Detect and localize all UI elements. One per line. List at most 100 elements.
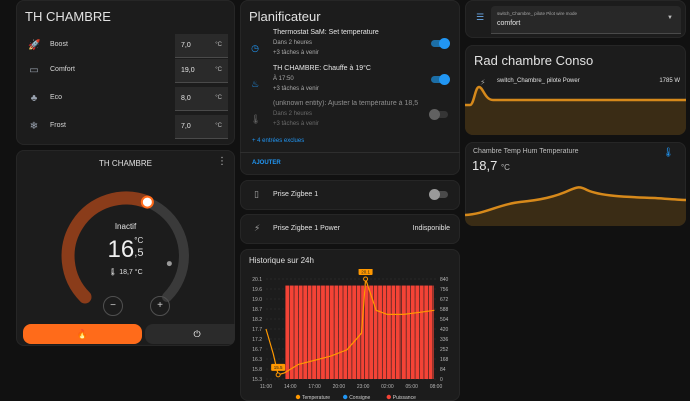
power-bar	[395, 285, 400, 379]
schedule-toggle[interactable]	[431, 38, 450, 49]
legend-label: Temperature	[302, 395, 330, 401]
annotation-marker	[363, 276, 369, 282]
card-title: Planificateur	[249, 9, 321, 24]
current-temp-marker	[166, 261, 172, 267]
plug-switch-card[interactable]: ▯ Prise Zigbee 1	[240, 180, 460, 210]
temperature-value: 18,7 °C	[472, 158, 510, 173]
y-left-tick-label: 19.6	[252, 287, 262, 293]
snowflake-icon: ❄	[29, 121, 39, 132]
legend-swatch	[295, 394, 301, 400]
y-left-tick-label: 16.7	[252, 347, 262, 353]
power-bar	[347, 285, 352, 379]
schedule-title: TH CHAMBRE: Chauffe à 19°C	[273, 65, 371, 72]
power-bar	[428, 285, 433, 379]
y-right-tick-label: 336	[440, 337, 449, 343]
x-tick-label: 23:00	[357, 384, 370, 390]
target-temperature: 16 °C ,5	[16, 236, 235, 263]
power-bar	[285, 285, 290, 379]
x-tick-label: 20:00	[333, 384, 346, 390]
temperature-sparkline	[465, 186, 686, 226]
schedule-item[interactable]: ♨ TH CHAMBRE: Chauffe à 19°C À 17:50 +3 …	[240, 65, 460, 95]
power-bar	[325, 285, 330, 379]
plug-toggle[interactable]	[429, 189, 448, 200]
preset-input[interactable]: 8,0 °C	[175, 87, 228, 111]
power-bar	[303, 285, 308, 379]
entity-state: Indisponible	[412, 225, 450, 232]
power-bar	[329, 285, 334, 379]
power-bar	[387, 285, 391, 379]
y-right-tick-label: 504	[440, 317, 449, 323]
y-left-tick-label: 18.7	[252, 307, 262, 313]
power-bar	[312, 285, 316, 379]
schedule-toggle[interactable]	[431, 74, 450, 85]
schedule-more: +3 tâches à venir	[273, 86, 319, 92]
power-bar	[369, 285, 374, 379]
x-tick-label: 17:00	[308, 384, 321, 390]
preset-input[interactable]: 19,0 °C	[175, 59, 228, 83]
y-right-tick-label: 588	[440, 307, 449, 313]
preset-row-boost: 🚀 Boost 7,0 °C	[16, 34, 235, 58]
mode-heat-button[interactable]: 🔥	[23, 324, 142, 344]
preset-label: Boost	[50, 41, 68, 48]
y-left-tick-label: 15.3	[252, 377, 262, 383]
y-left-tick-label: 19.0	[252, 297, 262, 303]
preset-label: Comfort	[50, 66, 75, 73]
power-bar	[343, 285, 348, 379]
y-right-tick-label: 840	[440, 277, 449, 283]
annotation-box	[358, 269, 373, 275]
decrease-button[interactable]: −	[103, 296, 123, 316]
planner-card: Planificateur ◷ Thermostat SaM: Set temp…	[240, 0, 460, 175]
current-temperature: 🌡 18,7 °C	[16, 268, 235, 276]
y-right-tick-label: 420	[440, 327, 449, 333]
dial-handle	[140, 195, 154, 209]
more-menu-icon[interactable]: ⋮	[217, 156, 227, 167]
y-left-tick-label: 16.3	[252, 357, 262, 363]
thermometer-icon: 🌡	[662, 147, 674, 157]
lightning-icon: ⚡	[254, 223, 261, 233]
y-right-tick-label: 252	[440, 347, 449, 353]
thermostat-card: TH CHAMBRE ⋮ Inactif 16 °C ,5 🌡 18,7 °C − …	[16, 150, 235, 346]
x-tick-label: 14:00	[284, 384, 297, 390]
y-left-tick-label: 20.1	[252, 277, 262, 283]
entity-name: Prise Zigbee 1 Power	[273, 225, 340, 232]
schedule-item[interactable]: ◷ Thermostat SaM: Set temperature Dans 2…	[240, 29, 460, 59]
target-unit: °C	[134, 236, 144, 245]
power-bar	[364, 285, 369, 379]
preset-unit: °C	[215, 67, 222, 73]
power-bar	[382, 285, 387, 379]
excluded-entries-link[interactable]: + 4 entrées exclues	[252, 138, 305, 144]
power-bar	[307, 285, 312, 379]
thermostat-dial[interactable]	[16, 150, 235, 320]
target-decimal: 5	[137, 247, 144, 259]
history-card: Historique sur 24h 20.1 840 19.6 756 19.0 672…	[240, 249, 460, 401]
x-tick-label: 11:00	[260, 384, 272, 390]
schedule-item[interactable]: 🌡 (unknown entity): Ajuster la températu…	[240, 100, 460, 130]
select-value: comfort	[497, 20, 521, 27]
power-bar	[298, 285, 303, 379]
legend-swatch	[343, 394, 348, 400]
schedule-toggle[interactable]	[429, 109, 448, 120]
preset-input[interactable]: 7,0 °C	[175, 115, 228, 139]
plug-power-card[interactable]: ⚡ Prise Zigbee 1 Power Indisponible	[240, 214, 460, 244]
y-left-tick-label: 17.2	[252, 337, 262, 343]
schedule-time: À 17:50	[273, 76, 294, 82]
legend-swatch	[386, 394, 391, 400]
preset-input[interactable]: 7,0 °C	[175, 34, 228, 58]
power-bar	[334, 285, 339, 379]
preset-value: 8,0	[181, 95, 191, 102]
power-socket-icon: ▯	[254, 189, 259, 199]
power-bar	[400, 285, 402, 379]
pilot-mode-select[interactable]: switch_Chambre_ pilote Pilot wire mode c…	[491, 6, 681, 34]
temperature-card: Chambre Temp Hum Temperature 🌡 18,7 °C	[465, 142, 686, 226]
preset-value: 7,0	[181, 123, 191, 130]
mode-off-button[interactable]: ⏻	[145, 324, 235, 344]
y-right-tick-label: 0	[440, 377, 443, 383]
thermometer-icon: 🌡	[250, 114, 262, 124]
increase-button[interactable]: +	[150, 296, 170, 316]
y-left-tick-label: 18.2	[252, 317, 262, 323]
x-tick-label: 05:00	[405, 384, 418, 390]
add-button[interactable]: AJOUTER	[252, 160, 281, 166]
x-tick-label: 02:00	[381, 384, 394, 390]
preset-value: 7,0	[181, 42, 191, 49]
